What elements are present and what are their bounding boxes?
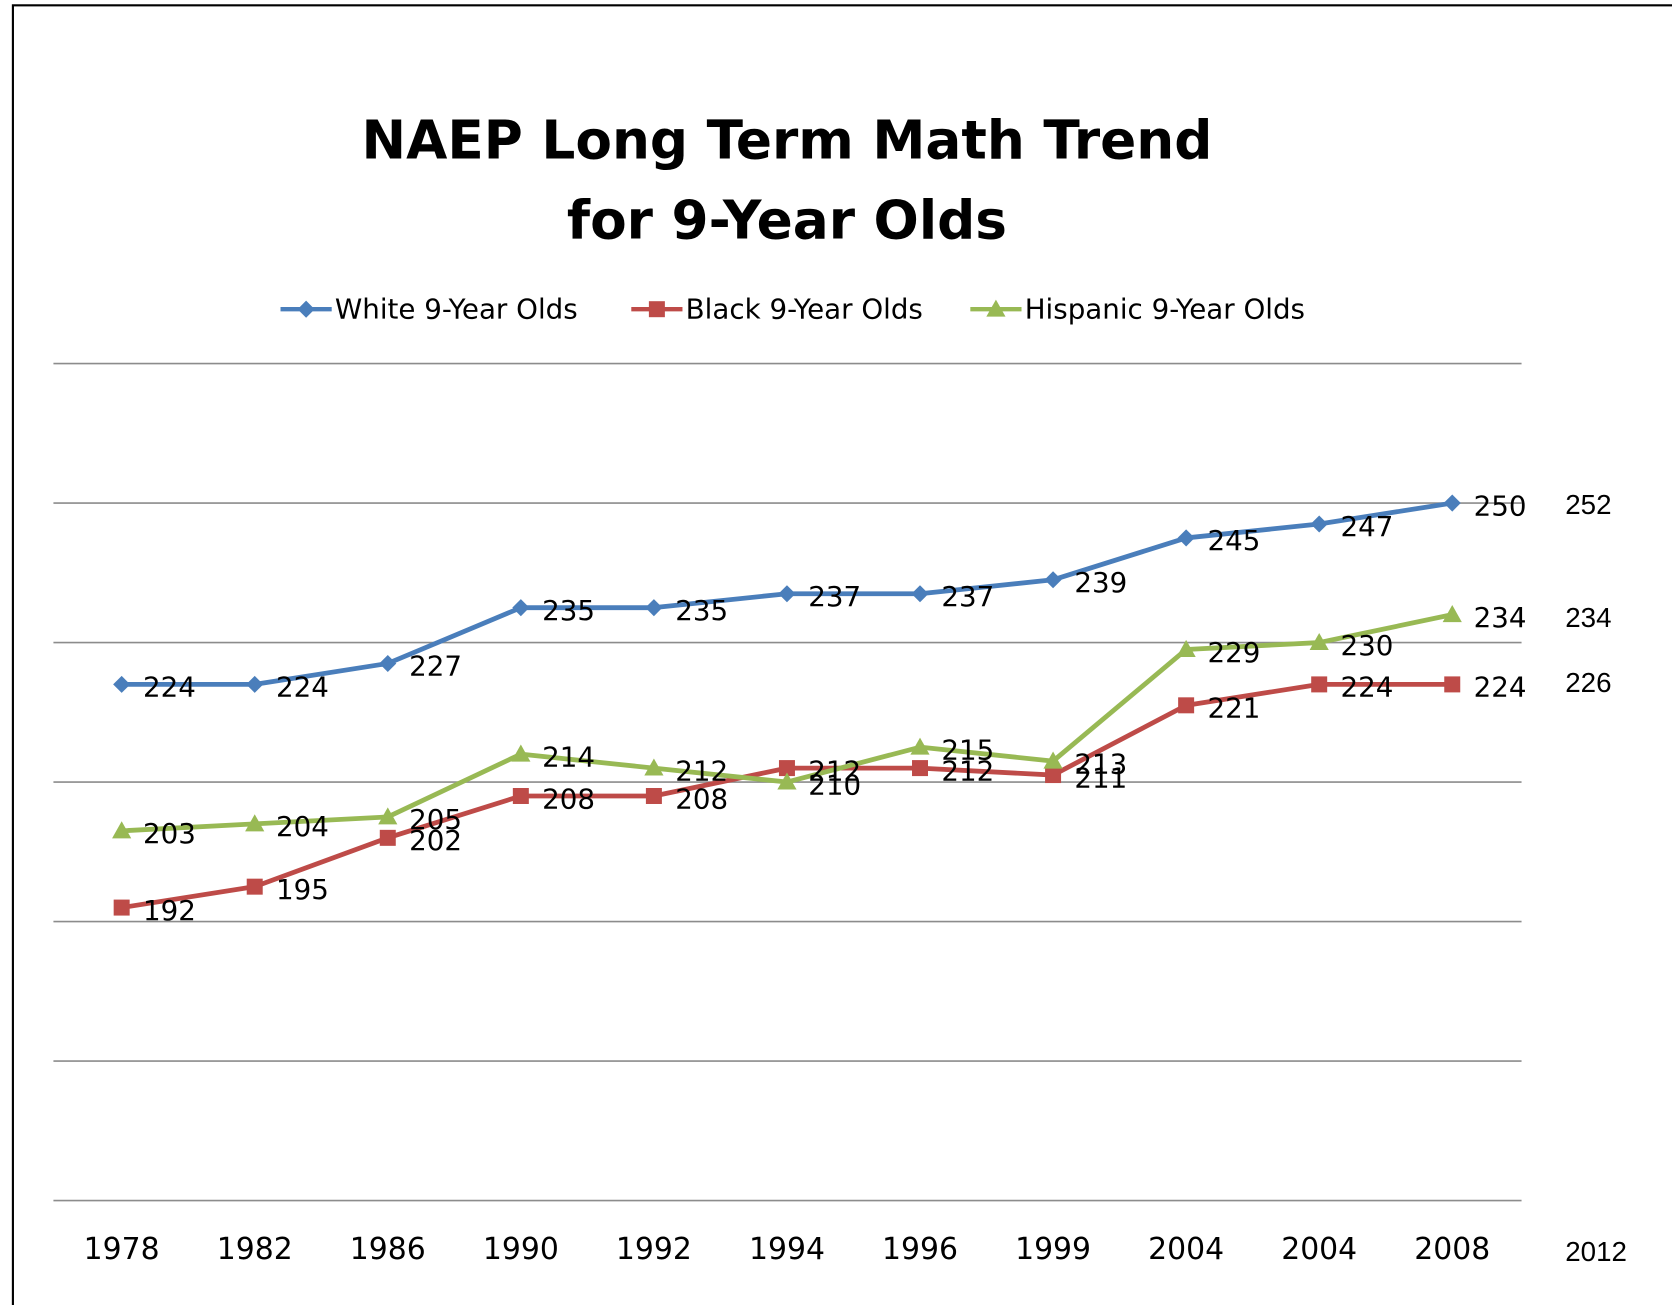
data-label: 208 (675, 782, 728, 815)
chart-title: for 9-Year Olds (567, 190, 1007, 252)
data-label: 210 (808, 768, 861, 801)
data-point (645, 599, 663, 617)
data-point (113, 899, 130, 916)
data-label: 245 (1207, 524, 1260, 557)
data-point (112, 821, 132, 839)
data-label: 208 (542, 782, 595, 815)
data-label: 224 (276, 671, 329, 704)
data-point (379, 829, 396, 846)
data-label: 250 (1474, 489, 1527, 522)
data-label: 212 (675, 754, 728, 787)
side-note: 2012 (1565, 1236, 1627, 1267)
legend-label: Hispanic 9-Year Olds (1025, 292, 1305, 325)
x-tick-label: 1994 (749, 1232, 825, 1267)
data-point (512, 787, 529, 804)
data-label: 215 (941, 733, 994, 766)
data-point (1178, 697, 1195, 714)
data-point (644, 758, 664, 776)
x-tick-label: 1986 (350, 1232, 426, 1267)
data-label: 192 (143, 894, 196, 927)
data-point (778, 760, 795, 777)
data-point (379, 654, 397, 673)
data-point (378, 807, 398, 825)
data-point (113, 675, 131, 693)
data-point (245, 814, 265, 832)
data-point (1310, 515, 1328, 533)
frame (11, 4, 1672, 1305)
data-label: 224 (1474, 671, 1527, 704)
data-point (777, 772, 797, 790)
x-tick-label: 1992 (616, 1232, 692, 1267)
data-label: 212 (941, 754, 994, 787)
x-tick-label: 1990 (483, 1232, 559, 1267)
data-point (645, 787, 662, 804)
legend-marker (297, 300, 315, 318)
side-note: 234 (1565, 602, 1611, 633)
data-label: 235 (675, 594, 728, 627)
data-label: 237 (941, 580, 994, 613)
data-label: 205 (409, 803, 462, 836)
data-point (912, 760, 929, 777)
data-label: 224 (143, 671, 196, 704)
side-note: 252 (1565, 489, 1611, 520)
data-point (512, 599, 530, 617)
data-label: 202 (409, 824, 462, 857)
data-label: 247 (1341, 510, 1394, 543)
legend-label: Black 9-Year Olds (686, 292, 923, 325)
data-point (246, 878, 263, 895)
data-label: 195 (276, 873, 329, 906)
data-label: 213 (1074, 747, 1127, 780)
data-label: 229 (1207, 636, 1260, 669)
data-label: 227 (409, 650, 462, 683)
data-label: 239 (1074, 566, 1127, 599)
x-tick-label: 2008 (1414, 1232, 1490, 1267)
data-point (1444, 676, 1461, 693)
data-point (910, 737, 930, 755)
chart-title: NAEP Long Term Math Trend (362, 110, 1213, 172)
data-label: 230 (1341, 629, 1394, 662)
data-label: 204 (276, 810, 329, 843)
data-label: 214 (542, 740, 595, 773)
data-label: 224 (1341, 671, 1394, 704)
data-point (1443, 494, 1461, 512)
data-point (1043, 751, 1063, 769)
data-label: 234 (1474, 601, 1527, 634)
data-point (1177, 529, 1195, 547)
data-point (1309, 632, 1329, 651)
data-point (778, 585, 796, 603)
x-tick-label: 1978 (84, 1232, 160, 1267)
legend-marker (986, 299, 1006, 317)
data-point (1045, 767, 1062, 784)
x-tick-label: 1996 (882, 1232, 958, 1267)
data-point (511, 744, 531, 762)
data-label: 235 (542, 594, 595, 627)
x-tick-label: 1982 (217, 1232, 293, 1267)
data-point (911, 585, 929, 603)
legend-label: White 9-Year Olds (335, 292, 578, 325)
data-point (1044, 571, 1062, 589)
data-label: 221 (1207, 692, 1260, 725)
data-point (1176, 639, 1196, 657)
data-point (1442, 605, 1462, 623)
x-tick-label: 2004 (1148, 1232, 1224, 1267)
data-point (1311, 676, 1328, 693)
data-point (246, 675, 264, 693)
data-label: 237 (808, 580, 861, 613)
data-label: 211 (1074, 761, 1127, 794)
data-label: 212 (808, 754, 861, 787)
x-tick-label: 2004 (1281, 1232, 1357, 1267)
data-label: 203 (143, 817, 196, 850)
side-note: 226 (1565, 667, 1611, 698)
x-tick-label: 1999 (1015, 1232, 1091, 1267)
legend-marker (648, 301, 665, 318)
